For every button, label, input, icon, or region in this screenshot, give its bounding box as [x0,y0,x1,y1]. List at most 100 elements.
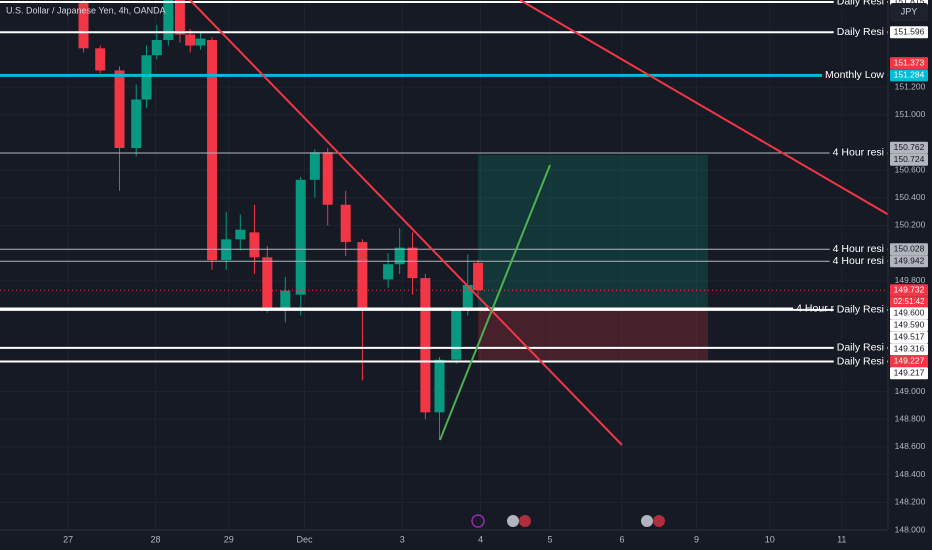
profit-zone [478,155,708,310]
price-tag [890,69,928,82]
x-tick-label: 28 [150,534,160,544]
price-tag-label: 149.217 [894,368,925,378]
price-tag-label: 149.732 [894,285,925,295]
price-tag-label: 150.028 [894,244,925,254]
level-label-bg [822,68,888,83]
price-tag [890,307,928,320]
candle-body [451,309,462,360]
candle-body [280,290,291,310]
level-label-bg [829,145,887,160]
candle-body [473,262,484,291]
candle-body [151,40,162,56]
y-tick-label: 151.200 [895,81,926,91]
price-tag-label: 149.227 [894,356,925,366]
price-tag-label: 149.590 [894,320,925,330]
level-label: Daily Resi [837,26,884,38]
candle-body [322,152,333,205]
price-tag [890,319,928,332]
candle-body [407,247,418,279]
y-tick-label: 148.000 [895,524,926,534]
level-label-bg [833,354,887,369]
y-tick-label: 150.600 [895,164,926,174]
candle-body [114,70,125,148]
price-tag [890,331,928,344]
price-axis [888,0,932,550]
price-tag [890,255,928,268]
candle-body [131,99,142,148]
price-tag-label: 151.373 [894,57,925,67]
candle-body [262,257,273,310]
event-icon [653,515,665,527]
x-tick-label: 11 [837,534,846,544]
y-tick-label: 148.600 [895,441,926,451]
level-label-bg [833,302,887,317]
candle-body [434,359,445,413]
candle-body [249,232,260,258]
candle-body [95,48,106,71]
candle-body [78,1,89,49]
trend-line [189,0,623,446]
level-label: Daily Resi [837,342,884,354]
currency-button[interactable] [890,3,928,21]
price-tag [890,153,928,166]
event-icon [519,515,531,527]
candle-body [295,179,306,295]
candle-body [185,34,196,46]
level-label-bg [829,242,887,257]
level-label-bg [829,253,887,268]
trend-line [519,0,932,241]
y-tick-label: 151.000 [895,109,926,119]
level-label: Daily Resi [837,0,884,8]
y-tick-label: 149.800 [895,275,926,285]
price-tag [890,355,928,368]
candle-body [141,55,152,100]
candle-body [163,0,174,41]
candle-body [340,204,351,243]
chart-title: U.S. Dollar / Japanese Yen, 4h, OANDA [6,5,166,15]
y-tick-label: 148.400 [895,469,926,479]
price-tag-label: 149.517 [894,332,925,342]
x-tick-label: 3 [400,534,405,544]
price-tag-label: 149.942 [894,256,925,266]
x-tick-label: 10 [765,534,775,544]
price-tag-label: 151.284 [894,70,925,80]
x-tick-label: 6 [619,534,624,544]
currency-label[interactable]: JPY [901,6,918,16]
countdown: 02:51:42 [893,297,925,306]
candle-body [383,264,394,280]
countdown-tag [890,296,928,308]
y-tick-label: 150.200 [895,220,926,230]
level-label-bg [833,0,887,9]
price-tag [890,26,928,39]
candle-body [394,247,405,265]
level-label: Monthly Low [825,69,884,81]
x-tick-label: 5 [548,534,553,544]
candle-body [420,278,431,413]
price-tag-label: 150.724 [894,154,925,164]
candle-body [207,40,218,261]
y-tick-label: 149.000 [895,386,926,396]
level-label: Daily Resi [837,355,884,367]
price-tag [890,367,928,380]
trend-line [439,164,551,441]
level-label-bg [833,340,887,355]
level-label: 4 Hour resi [833,255,884,267]
price-tag [890,141,928,154]
level-label-bg [833,25,887,40]
candle-body [357,242,368,309]
candle-body [462,285,473,310]
level-label: Daily Resi [837,304,884,316]
x-tick-label: Dec [297,534,314,544]
level-label: 4 Hour resi [833,243,884,255]
x-tick-label: 4 [478,534,483,544]
x-tick-label: 29 [224,534,234,544]
price-tag [890,243,928,256]
candle-body [174,0,185,35]
event-icon [471,514,485,528]
price-tag [890,57,928,70]
event-icon [507,515,519,527]
candle-body [195,38,206,46]
